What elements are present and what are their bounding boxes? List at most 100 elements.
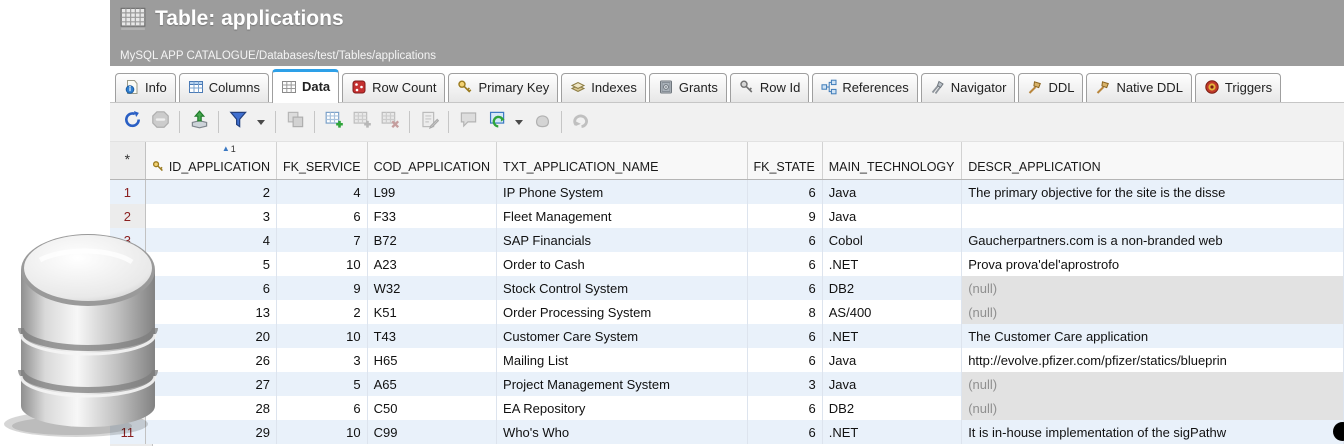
- cell-descr-application[interactable]: (null): [961, 396, 1344, 420]
- cell-cod-application[interactable]: L99: [367, 179, 498, 204]
- column-header-fk-service[interactable]: FK_SERVICE: [276, 142, 368, 180]
- cell-id-application[interactable]: 28: [145, 396, 278, 420]
- cell-fk-service[interactable]: 4: [276, 179, 368, 204]
- cell-fk-state[interactable]: 6: [747, 348, 823, 372]
- row-number[interactable]: 8: [110, 348, 146, 372]
- tab-row-count[interactable]: Row Count: [342, 73, 446, 102]
- cell-descr-application[interactable]: [961, 204, 1344, 228]
- cell-descr-application[interactable]: (null): [961, 276, 1344, 300]
- cell-main-technology[interactable]: .NET: [822, 324, 963, 348]
- filter-button[interactable]: [225, 109, 251, 135]
- cell-main-technology[interactable]: DB2: [822, 396, 963, 420]
- cell-fk-service[interactable]: 6: [276, 204, 368, 228]
- column-header-descr-application[interactable]: DESCR_APPLICATION: [961, 142, 1344, 180]
- cell-id-application[interactable]: 2: [145, 179, 278, 204]
- undo-button[interactable]: [568, 109, 594, 135]
- column-header-cod-application[interactable]: COD_APPLICATION: [367, 142, 498, 180]
- cell-txt-application-name[interactable]: Order to Cash: [496, 252, 748, 276]
- cell-txt-application-name[interactable]: Fleet Management: [496, 204, 748, 228]
- cell-cod-application[interactable]: K51: [367, 300, 498, 324]
- cell-cod-application[interactable]: T43: [367, 324, 498, 348]
- tab-columns[interactable]: Columns: [178, 73, 269, 102]
- cell-id-application[interactable]: 27: [145, 372, 278, 396]
- cell-main-technology[interactable]: Java: [822, 179, 963, 204]
- cell-fk-state[interactable]: 3: [747, 372, 823, 396]
- column-header-id-application[interactable]: ID_APPLICATION ▲ 1: [145, 142, 278, 180]
- cell-descr-application[interactable]: Prova prova'del'aprostrofo: [961, 252, 1344, 276]
- cell-main-technology[interactable]: Cobol: [822, 228, 963, 252]
- refresh-button[interactable]: [119, 109, 145, 135]
- stop-button[interactable]: [147, 109, 173, 135]
- cell-main-technology[interactable]: .NET: [822, 252, 963, 276]
- cell-txt-application-name[interactable]: Stock Control System: [496, 276, 748, 300]
- tab-ddl[interactable]: DDL: [1018, 73, 1084, 102]
- tab-native-ddl[interactable]: Native DDL: [1086, 73, 1192, 102]
- cell-descr-application[interactable]: The Customer Care application: [961, 324, 1344, 348]
- row-number-header[interactable]: *: [110, 142, 146, 180]
- cell-fk-service[interactable]: 5: [276, 372, 368, 396]
- cell-txt-application-name[interactable]: Mailing List: [496, 348, 748, 372]
- dropdown-caret-icon[interactable]: [515, 119, 523, 125]
- tab-primary-key[interactable]: Primary Key: [448, 73, 559, 102]
- cell-fk-service[interactable]: 10: [276, 420, 368, 444]
- cell-cod-application[interactable]: C50: [367, 396, 498, 420]
- cell-main-technology[interactable]: Java: [822, 372, 963, 396]
- tab-navigator[interactable]: Navigator: [920, 73, 1016, 102]
- cell-cod-application[interactable]: F33: [367, 204, 498, 228]
- export-button[interactable]: [186, 109, 212, 135]
- row-number[interactable]: 10: [110, 396, 146, 420]
- cell-id-application[interactable]: 6: [145, 276, 278, 300]
- cell-fk-service[interactable]: 3: [276, 348, 368, 372]
- cell-fk-state[interactable]: 6: [747, 252, 823, 276]
- dropdown-caret-icon[interactable]: [257, 119, 265, 125]
- cell-fk-state[interactable]: 8: [747, 300, 823, 324]
- tab-data[interactable]: Data: [271, 69, 340, 103]
- cell-descr-application[interactable]: The primary objective for the site is th…: [961, 179, 1344, 204]
- cell-descr-application[interactable]: Gaucherpartners.com is a non-branded web: [961, 228, 1344, 252]
- cell-cod-application[interactable]: C99: [367, 420, 498, 444]
- cell-id-application[interactable]: 3: [145, 204, 278, 228]
- cell-fk-state[interactable]: 6: [747, 420, 823, 444]
- cell-cod-application[interactable]: H65: [367, 348, 498, 372]
- cell-cod-application[interactable]: B72: [367, 228, 498, 252]
- row-number[interactable]: 9: [110, 372, 146, 396]
- copy-button[interactable]: [282, 109, 308, 135]
- cell-fk-service[interactable]: 9: [276, 276, 368, 300]
- duplicate-row-button[interactable]: [349, 109, 375, 135]
- tab-grants[interactable]: Grants: [648, 73, 727, 102]
- cell-main-technology[interactable]: .NET: [822, 420, 963, 444]
- cell-main-technology[interactable]: Java: [822, 348, 963, 372]
- cell-id-application[interactable]: 4: [145, 228, 278, 252]
- cell-cod-application[interactable]: W32: [367, 276, 498, 300]
- sync-button[interactable]: [483, 109, 509, 135]
- tab-row-id[interactable]: Row Id: [729, 73, 810, 102]
- cell-txt-application-name[interactable]: IP Phone System: [496, 179, 748, 204]
- cell-id-application[interactable]: 29: [145, 420, 278, 444]
- column-header-main-technology[interactable]: MAIN_TECHNOLOGY: [822, 142, 963, 180]
- cell-fk-state[interactable]: 6: [747, 324, 823, 348]
- comment-button[interactable]: [455, 109, 481, 135]
- delete-row-button[interactable]: [377, 109, 403, 135]
- cell-descr-application[interactable]: It is in-house implementation of the sig…: [961, 420, 1344, 444]
- cell-id-application[interactable]: 5: [145, 252, 278, 276]
- cell-txt-application-name[interactable]: EA Repository: [496, 396, 748, 420]
- add-row-button[interactable]: [321, 109, 347, 135]
- cell-fk-service[interactable]: 2: [276, 300, 368, 324]
- cell-id-application[interactable]: 26: [145, 348, 278, 372]
- cell-descr-application[interactable]: (null): [961, 300, 1344, 324]
- cell-fk-service[interactable]: 6: [276, 396, 368, 420]
- cell-descr-application[interactable]: (null): [961, 372, 1344, 396]
- row-number[interactable]: 4: [110, 252, 146, 276]
- cell-fk-service[interactable]: 10: [276, 252, 368, 276]
- row-number[interactable]: 11: [110, 420, 146, 444]
- cell-fk-state[interactable]: 6: [747, 276, 823, 300]
- row-number[interactable]: 5: [110, 276, 146, 300]
- cell-fk-service[interactable]: 7: [276, 228, 368, 252]
- tab-triggers[interactable]: Triggers: [1194, 73, 1282, 102]
- cell-id-application[interactable]: 13: [145, 300, 278, 324]
- cell-txt-application-name[interactable]: Project Management System: [496, 372, 748, 396]
- row-number[interactable]: 2: [110, 204, 146, 228]
- tab-info[interactable]: Info: [115, 73, 176, 102]
- cell-id-application[interactable]: 20: [145, 324, 278, 348]
- cell-main-technology[interactable]: Java: [822, 204, 963, 228]
